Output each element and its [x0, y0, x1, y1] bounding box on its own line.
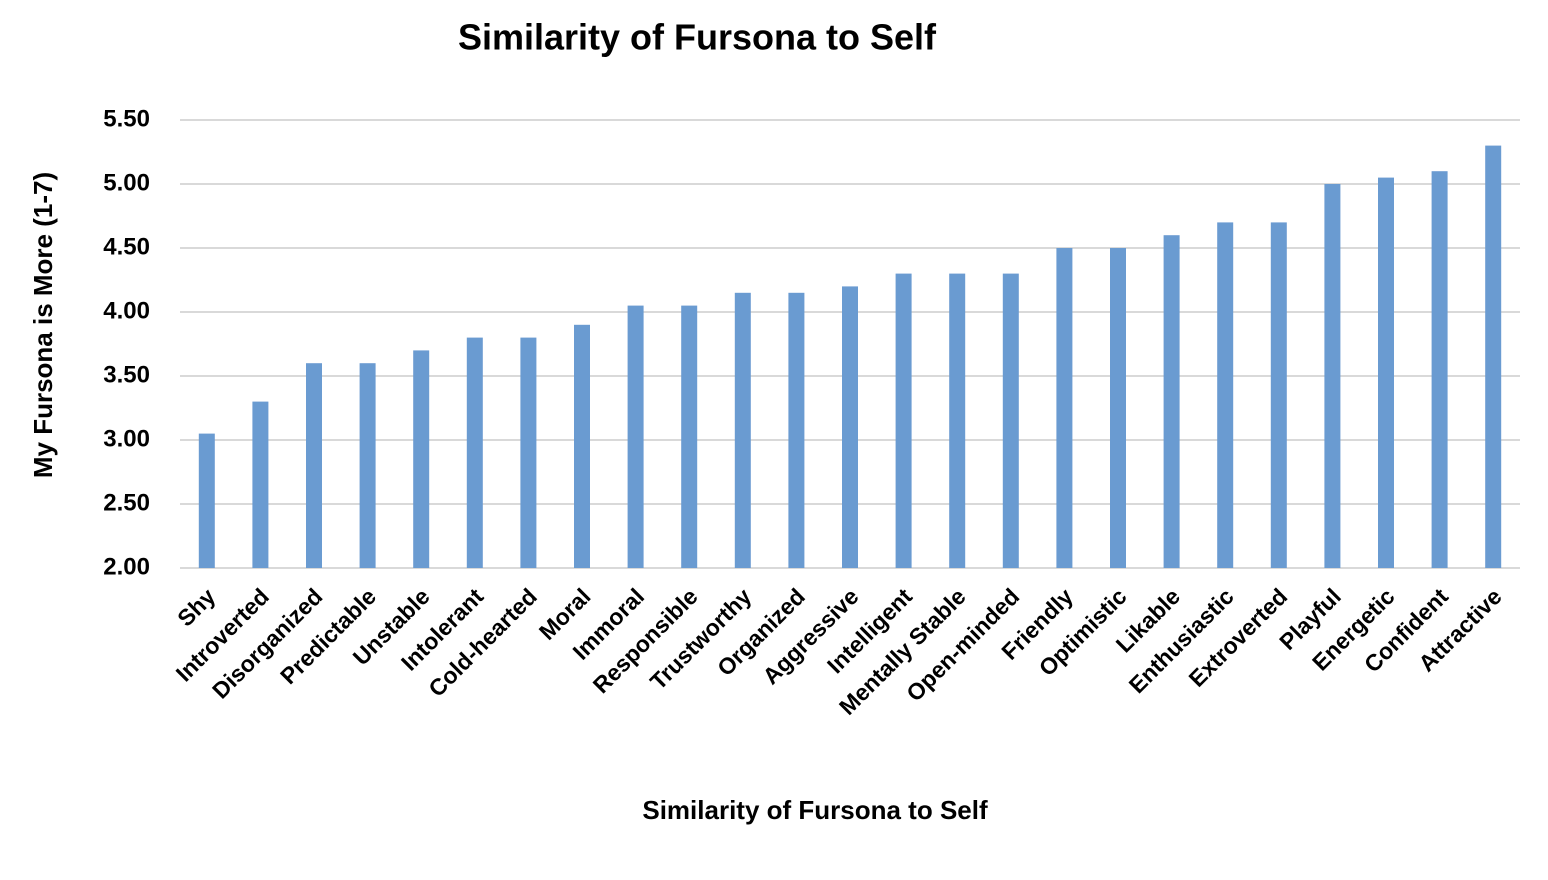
y-tick-label: 5.00	[103, 169, 150, 196]
bar	[413, 350, 430, 568]
bar	[252, 401, 269, 568]
bar	[1378, 177, 1394, 568]
bar	[1324, 184, 1341, 568]
y-tick-label: 2.50	[103, 489, 150, 516]
bar	[1163, 235, 1180, 568]
bar	[1056, 248, 1073, 568]
bar	[681, 305, 698, 568]
bar	[734, 292, 751, 568]
bar	[1002, 273, 1019, 568]
bar	[1217, 222, 1234, 568]
bar	[842, 286, 858, 568]
bar	[466, 337, 483, 568]
y-tick-label: 4.00	[103, 297, 150, 324]
bar	[574, 324, 590, 568]
bar	[788, 292, 805, 568]
bar	[949, 273, 966, 568]
bar	[1431, 171, 1448, 568]
bar	[1485, 145, 1502, 568]
y-tick-label: 5.50	[103, 105, 150, 132]
bar	[1110, 248, 1126, 568]
bar	[359, 363, 376, 568]
y-tick-label: 3.50	[103, 361, 150, 388]
bar	[520, 337, 537, 568]
x-axis-title: Similarity of Fursona to Self	[642, 795, 988, 825]
bar	[306, 363, 322, 568]
bar	[198, 433, 215, 568]
bar	[627, 305, 644, 568]
y-tick-label: 3.00	[103, 425, 150, 452]
bar	[895, 273, 912, 568]
chart-title: Similarity of Fursona to Self	[458, 17, 937, 58]
bar	[1270, 222, 1287, 568]
y-tick-label: 2.00	[103, 553, 150, 580]
y-tick-label: 4.50	[103, 233, 150, 260]
y-axis-title: My Fursona is More (1-7)	[28, 172, 58, 478]
